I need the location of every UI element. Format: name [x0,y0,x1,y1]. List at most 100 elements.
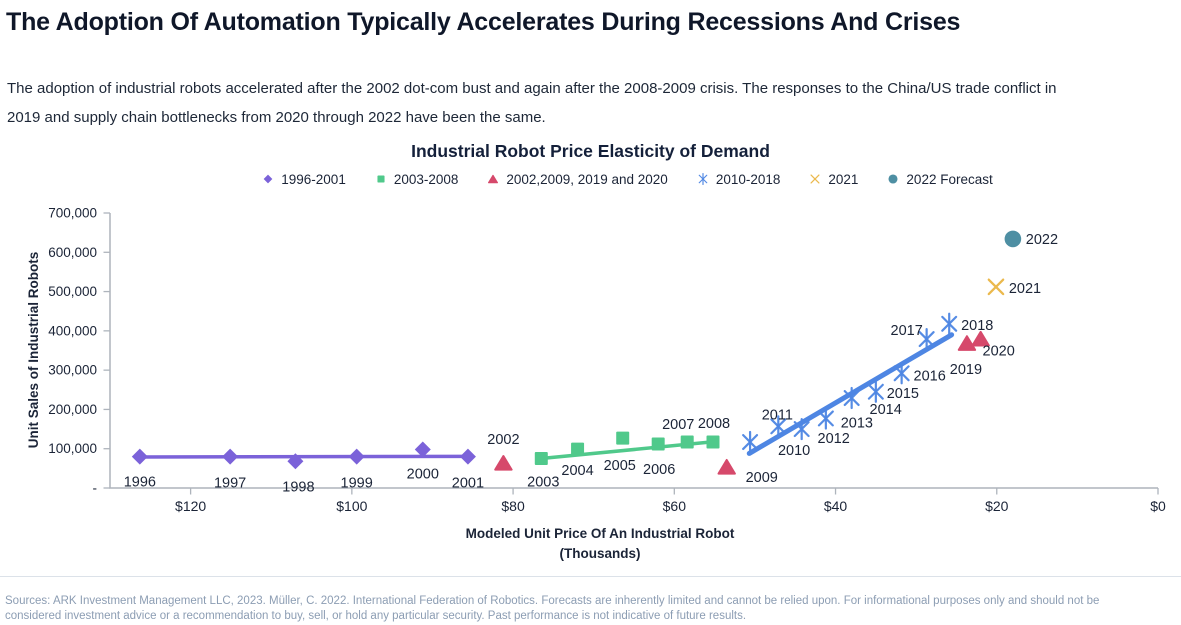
circle-legend-icon [888,174,898,184]
marker-2013 [817,407,834,430]
source-text: Sources: ARK Investment Management LLC, … [5,594,1100,623]
footer-divider [0,576,1181,577]
point-label-2019: 2019 [950,362,982,378]
point-label-2008: 2008 [698,416,730,432]
page-subtitle: The adoption of industrial robots accele… [7,80,1057,126]
point-label-2018: 2018 [961,318,993,334]
series-2022-forecast: 2022 [1004,230,1058,248]
y-tick-label: 100,000 [48,441,97,456]
point-label-2009: 2009 [746,470,778,486]
marker-2011 [770,415,787,438]
point-label-2013: 2013 [841,415,873,431]
point-label-1998: 1998 [282,479,314,495]
page-title: The Adoption Of Automation Typically Acc… [6,8,961,36]
y-tick-label: - [93,481,98,496]
marker-2009 [717,458,736,475]
marker-2006 [651,437,665,451]
y-axis-title: Unit Sales of Industrial Robots [26,252,41,449]
legend-item-2010-2018: 2010-2018 [695,171,780,187]
trend-line-2010-2018 [746,332,955,456]
legend-item-2022-forecast: 2022 Forecast [885,171,993,187]
point-label-2005: 2005 [604,458,636,474]
point-label-2002: 2002 [487,432,519,448]
marker-2018 [941,312,958,335]
point-label-2016: 2016 [914,368,946,384]
legend-label: 1996-2001 [281,171,346,187]
y-tick-label: 300,000 [48,363,97,378]
marker-1998 [287,453,304,470]
marker-1996 [131,448,148,465]
marker-2020 [971,330,990,347]
marker-2014 [843,386,860,410]
diamond-legend-icon [263,174,273,184]
series-1996-2001: 1996 1997 1998 1999 2000 2001 [124,441,484,495]
point-label-2015: 2015 [887,386,919,402]
xcross-glyph [810,174,820,184]
x-tick-label: $0 [1150,498,1166,514]
marker-1997 [222,448,239,465]
marker-2015 [867,380,884,403]
legend-item-2021: 2021 [807,171,858,187]
point-label-2003: 2003 [527,475,559,491]
legend-item-2002-2009-2019-and-2020: 2002,2009, 2019 and 2020 [485,171,668,187]
point-label-2010: 2010 [778,443,810,459]
chart-svg: 700,000 600,000 500,000 400,000 300,000 200,0… [26,206,1166,562]
trend-line-1996-2001 [136,454,473,459]
circle-glyph [888,174,898,184]
legend-item-1996-2001: 1996-2001 [260,171,346,187]
x-axis-title-units: (Thousands) [560,546,641,561]
marker-2021 [987,278,1005,296]
y-tick-label: 400,000 [48,323,97,338]
point-label-1996: 1996 [124,475,156,491]
chart-legend: 1996-2001 2003-2008 2002,2009, 2019 and 20… [0,171,1181,187]
y-tick-label: 200,000 [48,402,97,417]
asterisk-legend-icon [698,172,708,186]
legend-label: 2002,2009, 2019 and 2020 [506,171,668,187]
marker-2012 [793,417,810,441]
legend-label: 2021 [828,171,859,187]
x-axis: $120 $100 $80 $60 $40 $20 $0 [175,488,1166,514]
square-glyph [377,175,385,183]
point-label-2017: 2017 [891,323,923,339]
marker-2007 [680,435,694,449]
y-tick-label: 600,000 [48,245,97,260]
point-label-2000: 2000 [407,467,439,483]
point-label-2014: 2014 [870,402,902,418]
series-2021: 2021 [987,278,1041,297]
x-tick-label: $100 [336,498,367,514]
marker-2016 [893,362,910,385]
point-label-2006: 2006 [643,462,675,478]
x-tick-label: $60 [663,498,687,514]
marker-2019 [957,335,977,351]
asterisk-glyph [698,172,708,186]
marker-2005 [616,431,630,445]
chart-title: Industrial Robot Price Elasticity of Dem… [411,141,770,161]
triangle-legend-icon [488,174,499,184]
y-tick-label: 700,000 [48,206,97,221]
x-axis-title: Modeled Unit Price Of An Industrial Robo… [466,526,735,541]
marker-2001 [459,448,476,465]
point-label-2021: 2021 [1009,281,1041,297]
point-label-2020: 2020 [983,344,1015,360]
legend-item-2003-2008: 2003-2008 [373,171,458,187]
marker-2010 [742,430,759,454]
xcross-legend-icon [810,174,820,184]
marker-2004 [571,442,585,456]
point-label-2007: 2007 [662,417,694,433]
point-label-2012: 2012 [818,431,850,447]
marker-1999 [348,448,365,465]
y-tick-label: 500,000 [48,284,97,299]
triangle-glyph [488,174,499,184]
marker-2022 [1004,230,1022,248]
point-label-2022: 2022 [1026,232,1058,248]
point-label-2004: 2004 [561,463,593,479]
y-axis: 700,000 600,000 500,000 400,000 300,000 200,0… [48,206,110,496]
marker-2008 [706,435,720,449]
x-tick-label: $40 [824,498,848,514]
diamond-glyph [263,174,273,184]
marker-2017 [918,328,935,351]
